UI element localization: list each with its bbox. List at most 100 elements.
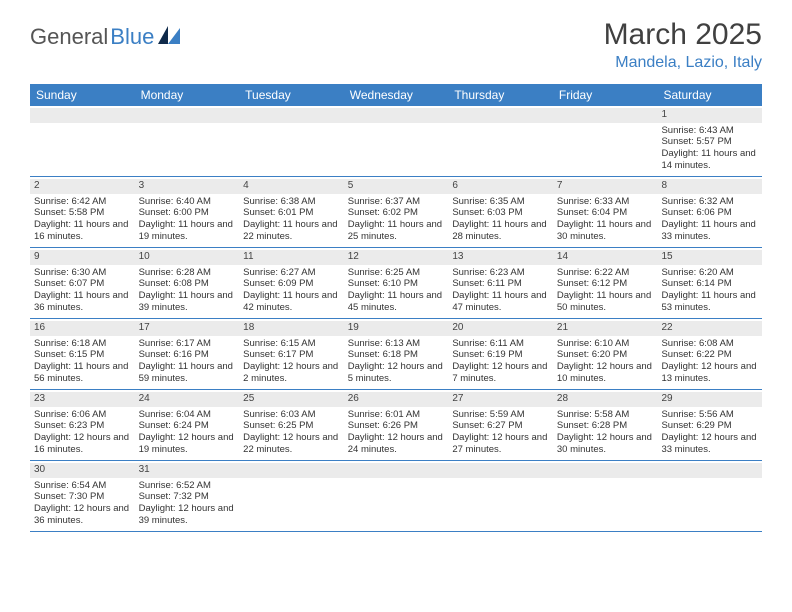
calendar-cell-empty xyxy=(135,106,240,176)
calendar-cell-empty xyxy=(344,106,449,176)
daylight-text: Daylight: 12 hours and 10 minutes. xyxy=(557,361,654,385)
calendar-cell: 25Sunrise: 6:03 AMSunset: 6:25 PMDayligh… xyxy=(239,390,344,460)
sunset-text: Sunset: 6:25 PM xyxy=(243,420,340,432)
sunrise-text: Sunrise: 6:01 AM xyxy=(348,409,445,421)
date-number: 17 xyxy=(135,321,240,336)
sunset-text: Sunset: 6:15 PM xyxy=(34,349,131,361)
month-title: March 2025 xyxy=(604,18,762,52)
date-number: 25 xyxy=(239,392,344,407)
sunrise-text: Sunrise: 6:23 AM xyxy=(452,267,549,279)
calendar-cell: 6Sunrise: 6:35 AMSunset: 6:03 PMDaylight… xyxy=(448,177,553,247)
date-number: 28 xyxy=(553,392,658,407)
sunset-text: Sunset: 7:30 PM xyxy=(34,491,131,503)
date-number xyxy=(239,108,344,123)
sunset-text: Sunset: 6:27 PM xyxy=(452,420,549,432)
date-number: 16 xyxy=(30,321,135,336)
calendar-cell: 19Sunrise: 6:13 AMSunset: 6:18 PMDayligh… xyxy=(344,319,449,389)
sunrise-text: Sunrise: 6:11 AM xyxy=(452,338,549,350)
sunset-text: Sunset: 6:10 PM xyxy=(348,278,445,290)
day-header: Sunday xyxy=(30,84,135,106)
calendar-cell: 11Sunrise: 6:27 AMSunset: 6:09 PMDayligh… xyxy=(239,248,344,318)
daylight-text: Daylight: 11 hours and 30 minutes. xyxy=(557,219,654,243)
daylight-text: Daylight: 12 hours and 36 minutes. xyxy=(34,503,131,527)
date-number: 12 xyxy=(344,250,449,265)
sunset-text: Sunset: 6:08 PM xyxy=(139,278,236,290)
sunset-text: Sunset: 6:29 PM xyxy=(661,420,758,432)
sunset-text: Sunset: 6:20 PM xyxy=(557,349,654,361)
calendar-cell: 14Sunrise: 6:22 AMSunset: 6:12 PMDayligh… xyxy=(553,248,658,318)
sunset-text: Sunset: 6:03 PM xyxy=(452,207,549,219)
daylight-text: Daylight: 11 hours and 45 minutes. xyxy=(348,290,445,314)
sunrise-text: Sunrise: 6:54 AM xyxy=(34,480,131,492)
sunrise-text: Sunrise: 6:35 AM xyxy=(452,196,549,208)
calendar-cell-empty xyxy=(239,461,344,531)
sunset-text: Sunset: 6:06 PM xyxy=(661,207,758,219)
daylight-text: Daylight: 11 hours and 47 minutes. xyxy=(452,290,549,314)
week-row: 16Sunrise: 6:18 AMSunset: 6:15 PMDayligh… xyxy=(30,319,762,390)
calendar-cell: 8Sunrise: 6:32 AMSunset: 6:06 PMDaylight… xyxy=(657,177,762,247)
date-number: 2 xyxy=(30,179,135,194)
date-number: 22 xyxy=(657,321,762,336)
sunset-text: Sunset: 6:11 PM xyxy=(452,278,549,290)
day-header: Wednesday xyxy=(344,84,449,106)
sunrise-text: Sunrise: 6:52 AM xyxy=(139,480,236,492)
calendar-cell: 23Sunrise: 6:06 AMSunset: 6:23 PMDayligh… xyxy=(30,390,135,460)
daylight-text: Daylight: 11 hours and 25 minutes. xyxy=(348,219,445,243)
calendar-cell-empty xyxy=(239,106,344,176)
sunset-text: Sunset: 5:58 PM xyxy=(34,207,131,219)
sunrise-text: Sunrise: 5:58 AM xyxy=(557,409,654,421)
daylight-text: Daylight: 11 hours and 22 minutes. xyxy=(243,219,340,243)
calendar-cell: 29Sunrise: 5:56 AMSunset: 6:29 PMDayligh… xyxy=(657,390,762,460)
sunrise-text: Sunrise: 6:38 AM xyxy=(243,196,340,208)
calendar: SundayMondayTuesdayWednesdayThursdayFrid… xyxy=(30,84,762,532)
daylight-text: Daylight: 11 hours and 19 minutes. xyxy=(139,219,236,243)
daylight-text: Daylight: 12 hours and 5 minutes. xyxy=(348,361,445,385)
date-number: 20 xyxy=(448,321,553,336)
brand-logo: GeneralBlue xyxy=(30,24,184,50)
sunrise-text: Sunrise: 6:20 AM xyxy=(661,267,758,279)
date-number: 6 xyxy=(448,179,553,194)
sunrise-text: Sunrise: 6:37 AM xyxy=(348,196,445,208)
title-block: March 2025 Mandela, Lazio, Italy xyxy=(604,18,762,72)
calendar-cell: 2Sunrise: 6:42 AMSunset: 5:58 PMDaylight… xyxy=(30,177,135,247)
date-number: 1 xyxy=(657,108,762,123)
daylight-text: Daylight: 11 hours and 59 minutes. xyxy=(139,361,236,385)
sunset-text: Sunset: 5:57 PM xyxy=(661,136,758,148)
calendar-cell-empty xyxy=(553,106,658,176)
calendar-cell: 31Sunrise: 6:52 AMSunset: 7:32 PMDayligh… xyxy=(135,461,240,531)
sunrise-text: Sunrise: 6:28 AM xyxy=(139,267,236,279)
sunrise-text: Sunrise: 5:59 AM xyxy=(452,409,549,421)
week-row: 2 Sunrise: 6:42 AMSunset: 5:58 PM Daylight… xyxy=(30,177,762,248)
week-row: 30 Sunrise: 6:54 AMSunset: 7:30 PMDayligh… xyxy=(30,461,762,532)
calendar-cell: 9Sunrise: 6:30 AMSunset: 6:07 PMDaylight… xyxy=(30,248,135,318)
sunrise-text: Sunrise: 6:33 AM xyxy=(557,196,654,208)
date-number: 3 xyxy=(135,179,240,194)
sunrise-text: Sunrise: 6:25 AM xyxy=(348,267,445,279)
daylight-text: Daylight: 12 hours and 24 minutes. xyxy=(348,432,445,456)
header: GeneralBlue March 2025 Mandela, Lazio, I… xyxy=(0,0,792,76)
date-number: 8 xyxy=(657,179,762,194)
calendar-cell-empty xyxy=(448,461,553,531)
sunset-text: Sunset: 6:18 PM xyxy=(348,349,445,361)
calendar-cell: 12 Sunrise: 6:25 AMSunset: 6:10 PMDayligh… xyxy=(344,248,449,318)
sunrise-text: Sunrise: 6:42 AM xyxy=(34,196,131,208)
calendar-cell: 13 Sunrise: 6:23 AMSunset: 6:11 PMDayligh… xyxy=(448,248,553,318)
date-number xyxy=(344,108,449,123)
daylight-text: Daylight: 12 hours and 22 minutes. xyxy=(243,432,340,456)
date-number: 13 xyxy=(448,250,553,265)
date-number: 30 xyxy=(30,463,135,478)
date-number: 27 xyxy=(448,392,553,407)
sunset-text: Sunset: 6:17 PM xyxy=(243,349,340,361)
date-number: 24 xyxy=(135,392,240,407)
calendar-cell: 27Sunrise: 5:59 AMSunset: 6:27 PMDayligh… xyxy=(448,390,553,460)
daylight-text: Daylight: 12 hours and 16 minutes. xyxy=(34,432,131,456)
sunrise-text: Sunrise: 6:06 AM xyxy=(34,409,131,421)
daylight-text: Daylight: 11 hours and 53 minutes. xyxy=(661,290,758,314)
daylight-text: Daylight: 11 hours and 50 minutes. xyxy=(557,290,654,314)
daylight-text: Daylight: 11 hours and 39 minutes. xyxy=(139,290,236,314)
date-number xyxy=(448,108,553,123)
sunset-text: Sunset: 6:07 PM xyxy=(34,278,131,290)
date-number: 26 xyxy=(344,392,449,407)
date-number xyxy=(553,108,658,123)
calendar-cell: 16Sunrise: 6:18 AMSunset: 6:15 PMDayligh… xyxy=(30,319,135,389)
